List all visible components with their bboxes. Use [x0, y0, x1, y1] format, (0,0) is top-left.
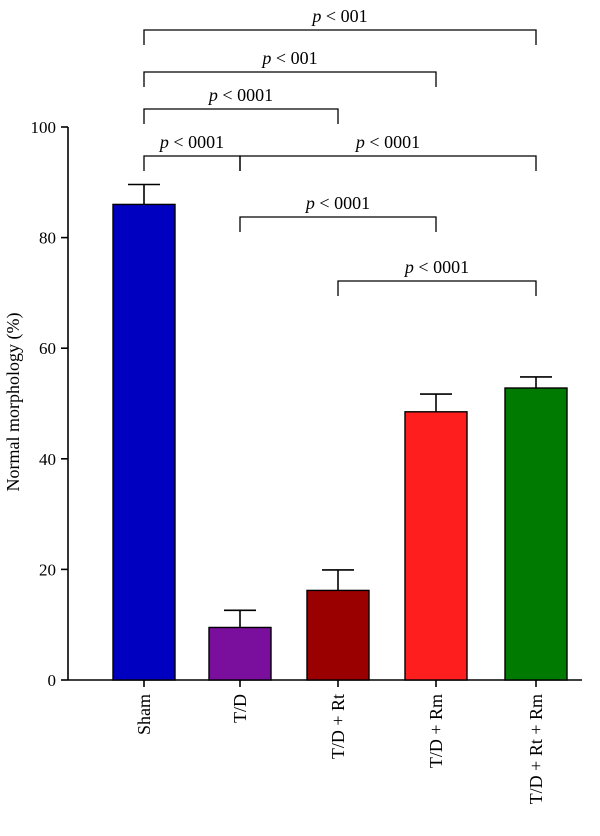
p-symbol: p — [158, 132, 169, 152]
p-symbol: p — [260, 48, 271, 68]
bar — [208, 626, 272, 681]
significance-label: p < 0001 — [158, 132, 224, 152]
bars — [112, 203, 568, 681]
bar — [306, 589, 370, 681]
p-threshold: < 0001 — [169, 132, 224, 152]
significance-bracket — [143, 108, 339, 124]
p-symbol: p — [354, 132, 365, 152]
significance-bracket — [239, 216, 437, 232]
significance-bracket — [143, 155, 241, 171]
p-threshold: < 0001 — [365, 132, 420, 152]
x-tick-label: T/D + Rm — [426, 694, 446, 768]
significance-label: p < 001 — [310, 6, 367, 26]
significance-label: p < 0001 — [354, 132, 420, 152]
p-threshold: < 001 — [321, 6, 367, 26]
y-tick-label: 0 — [48, 671, 57, 690]
y-tick-label: 20 — [39, 560, 56, 579]
significance-label: p < 0001 — [207, 85, 273, 105]
x-tick-label: T/D — [230, 694, 250, 723]
p-threshold: < 001 — [271, 48, 317, 68]
error-bars — [128, 183, 552, 628]
x-axis: Sham T/D T/D + Rt T/D + Rm T/D + Rt + Rm — [68, 679, 582, 804]
y-tick-label: 40 — [39, 450, 56, 469]
p-symbol: p — [207, 85, 218, 105]
y-tick-label: 100 — [31, 118, 57, 137]
y-tick-label: 60 — [39, 339, 56, 358]
p-symbol: p — [304, 193, 315, 213]
p-threshold: < 0001 — [315, 193, 370, 213]
significance-bracket — [143, 29, 537, 45]
significance-label: p < 0001 — [403, 257, 469, 277]
y-axis: 0 20 40 60 80 100 — [31, 118, 69, 690]
p-threshold: < 0001 — [414, 257, 469, 277]
x-tick-label: T/D + Rt — [328, 694, 348, 759]
p-symbol: p — [310, 6, 321, 26]
significance-bracket — [143, 71, 437, 87]
significance-bracket — [239, 155, 537, 171]
bar — [504, 387, 568, 681]
p-symbol: p — [403, 257, 414, 277]
y-axis-label: Normal morphology (%) — [3, 313, 24, 492]
bar — [112, 203, 176, 681]
significance-label: p < 001 — [260, 48, 317, 68]
p-threshold: < 0001 — [218, 85, 273, 105]
x-tick-label: T/D + Rt + Rm — [526, 694, 546, 804]
y-tick-label: 80 — [39, 229, 56, 248]
x-tick-label: Sham — [134, 694, 154, 735]
significance-bracket — [337, 280, 537, 296]
bar — [404, 411, 468, 681]
significance-label: p < 0001 — [304, 193, 370, 213]
